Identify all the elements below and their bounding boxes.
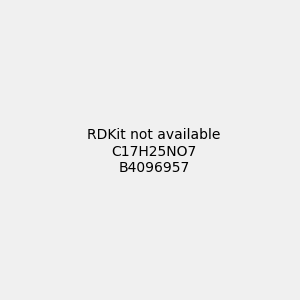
Text: RDKit not available
C17H25NO7
B4096957: RDKit not available C17H25NO7 B4096957	[87, 128, 220, 175]
